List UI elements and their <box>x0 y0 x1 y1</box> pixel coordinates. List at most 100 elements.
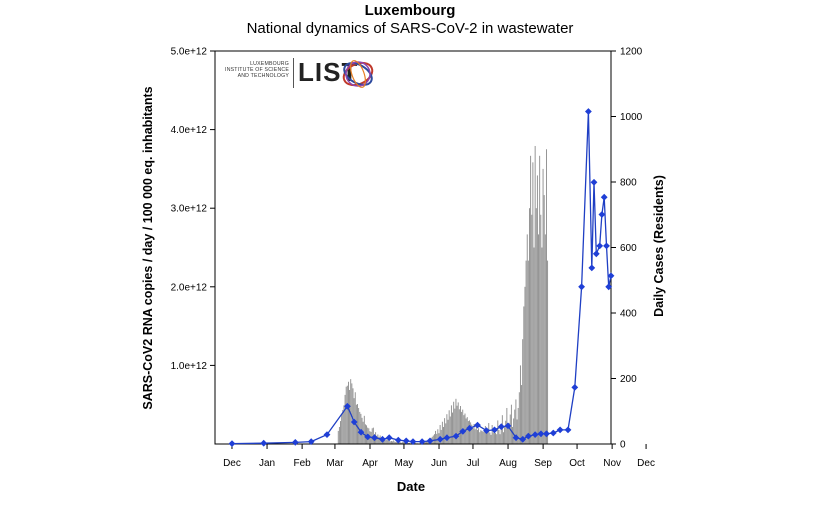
case-bar <box>500 428 502 444</box>
case-bar <box>536 175 538 444</box>
case-bar <box>462 409 464 444</box>
right-tick-label: 600 <box>620 243 637 254</box>
case-bar <box>364 424 366 444</box>
case-bar <box>540 214 542 444</box>
case-bar <box>395 442 397 444</box>
case-bar <box>492 432 494 444</box>
x-tick-label: Aug <box>499 458 517 469</box>
rna-marker <box>426 437 434 445</box>
case-bar <box>436 433 438 444</box>
rna-marker <box>443 434 451 442</box>
case-bar <box>532 162 534 444</box>
case-bar <box>455 398 457 444</box>
case-bar <box>346 385 348 444</box>
case-bar <box>458 409 460 444</box>
case-bar <box>467 421 469 444</box>
case-bar <box>340 421 341 444</box>
case-bar <box>472 428 474 444</box>
case-bar <box>433 434 435 444</box>
rna-marker <box>590 178 598 186</box>
case-bar <box>501 415 503 444</box>
case-bar <box>460 406 461 444</box>
rna-marker <box>357 428 365 436</box>
case-bar <box>505 420 507 444</box>
rna-marker <box>549 429 557 437</box>
case-bar <box>529 208 530 444</box>
rna-marker <box>588 264 596 272</box>
case-bar <box>535 208 537 444</box>
case-bar <box>338 426 340 444</box>
case-bar <box>443 426 444 444</box>
right-tick-label: 400 <box>620 309 637 320</box>
x-tick-label: Feb <box>294 458 312 469</box>
case-bar <box>464 413 466 444</box>
case-bar <box>507 428 509 444</box>
rna-marker <box>543 430 550 438</box>
rna-marker <box>491 426 498 434</box>
case-bar <box>371 428 373 444</box>
case-bar <box>409 442 411 444</box>
case-bar <box>389 441 391 444</box>
case-bar <box>350 379 352 444</box>
rna-marker <box>585 108 592 115</box>
case-bar <box>358 407 360 444</box>
right-tick-label: 800 <box>620 178 637 189</box>
rna-marker <box>571 384 579 391</box>
case-bar <box>484 425 486 444</box>
case-bars <box>337 145 549 445</box>
case-bar <box>392 441 394 444</box>
case-bar <box>461 411 463 444</box>
case-bar <box>475 426 477 444</box>
rna-marker <box>483 427 490 434</box>
case-bar <box>487 432 489 444</box>
case-bar <box>344 394 346 445</box>
case-bar <box>547 260 549 444</box>
logo-institute-text: LUXEMBOURG INSTITUTE OF SCIENCE AND TECH… <box>225 61 289 79</box>
rna-marker <box>385 434 393 442</box>
case-bar <box>513 418 515 444</box>
case-bar <box>533 247 535 444</box>
left-axis: 1.0e+12 2.0e+12 3.0e+12 4.0e+12 5.0e+12 <box>171 47 215 372</box>
rna-marker <box>564 426 572 434</box>
x-tick-label: Nov <box>603 458 621 469</box>
x-tick-label: Apr <box>362 458 378 469</box>
case-bar <box>349 389 351 444</box>
case-bar <box>386 439 388 444</box>
right-tick-label: 1200 <box>620 47 643 58</box>
case-bar <box>498 429 500 444</box>
x-tick-label: Oct <box>569 458 585 469</box>
case-bar <box>402 441 404 444</box>
case-bar <box>454 408 456 444</box>
case-bar <box>453 401 455 444</box>
case-bar <box>400 442 401 444</box>
rna-marker <box>436 435 444 443</box>
case-bar <box>546 149 547 444</box>
case-bar <box>435 430 437 444</box>
case-bar <box>521 385 523 444</box>
case-bar <box>387 440 389 444</box>
rna-marker <box>600 193 608 201</box>
rna-marker <box>537 430 545 438</box>
case-bar <box>525 260 527 444</box>
case-bar <box>476 429 478 444</box>
case-bar <box>530 155 532 445</box>
case-bar <box>465 418 467 444</box>
rna-marker <box>598 211 606 218</box>
case-bar <box>341 415 343 444</box>
case-bar <box>527 260 529 444</box>
rna-marker <box>592 250 600 258</box>
case-bar <box>483 431 485 444</box>
logo-separator <box>293 58 294 88</box>
rna-marker <box>260 439 268 447</box>
rna-marker <box>474 421 481 429</box>
case-bar <box>469 420 470 444</box>
case-bar <box>486 432 487 444</box>
rna-marker <box>364 433 372 441</box>
case-bar <box>491 425 493 444</box>
case-bar <box>517 407 519 444</box>
rna-marker <box>344 402 351 410</box>
case-bar <box>493 427 495 445</box>
case-bar <box>444 418 446 444</box>
case-bar <box>423 442 425 444</box>
